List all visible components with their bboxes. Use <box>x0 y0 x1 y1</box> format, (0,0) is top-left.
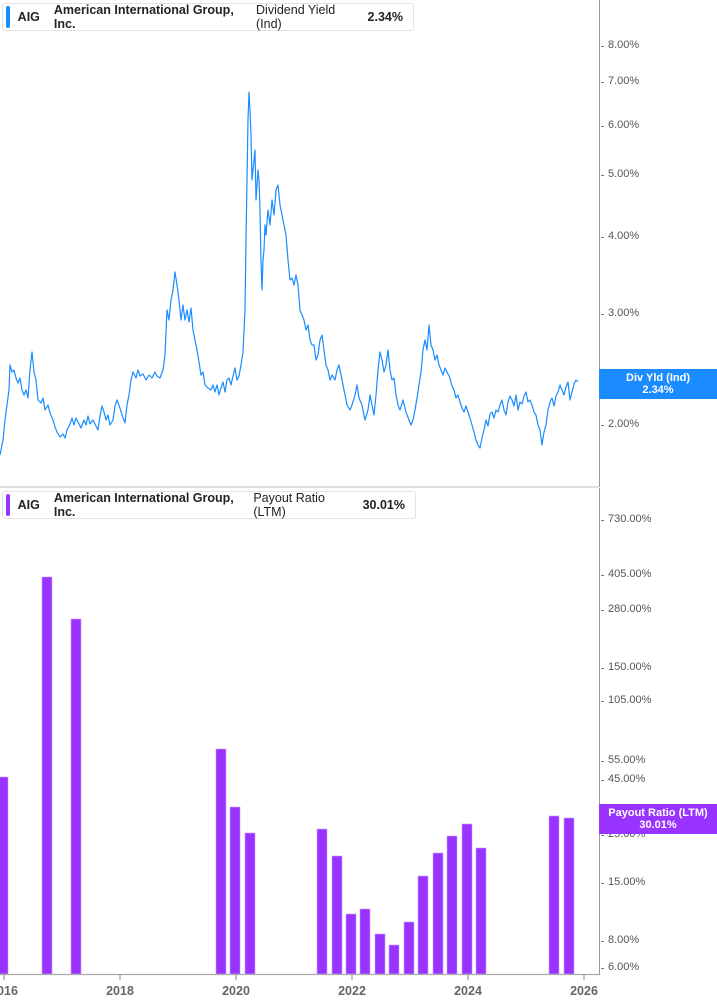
badge-value: 2.34% <box>642 384 674 396</box>
metric-value: 30.01% <box>362 498 405 512</box>
badge-label: Payout Ratio (LTM) <box>608 807 708 819</box>
bar <box>563 817 575 975</box>
y-tick-label: 8.00% <box>600 39 640 51</box>
y-tick-label: 150.00% <box>600 661 652 673</box>
bar <box>475 847 487 975</box>
y-tick-label: 8.00% <box>600 934 640 946</box>
bar <box>403 921 415 975</box>
bar <box>345 913 357 975</box>
x-tick-label: 2018 <box>106 984 134 998</box>
metric-label: Payout Ratio (LTM) <box>253 491 325 519</box>
dividend-yield-legend[interactable]: AIG American International Group, Inc. D… <box>2 3 414 31</box>
y-tick-label: 280.00% <box>600 603 652 615</box>
y-tick-label: 405.00% <box>600 568 652 580</box>
panel-divider <box>0 486 599 488</box>
dividend-yield-line-chart <box>0 91 579 456</box>
y-tick-label: 730.00% <box>600 513 652 525</box>
metric-label: Dividend Yield (Ind) <box>256 3 336 31</box>
current-value-badge: Payout Ratio (LTM) 30.01% <box>599 804 717 834</box>
bar <box>244 832 256 975</box>
payout-ratio-legend[interactable]: AIG American International Group, Inc. P… <box>2 491 416 519</box>
badge-label: Div Yld (Ind) <box>626 372 690 384</box>
bar <box>70 618 82 975</box>
bar <box>41 576 53 975</box>
bar <box>331 855 343 975</box>
company-name: American International Group, Inc. <box>53 3 234 31</box>
y-tick-label: 7.00% <box>600 75 640 87</box>
bar <box>417 875 429 975</box>
bar <box>432 852 444 975</box>
y-axis-line-bottom <box>599 488 600 975</box>
metric-value: 2.34% <box>367 10 403 24</box>
bar <box>374 933 386 975</box>
series-color-marker <box>6 494 10 516</box>
dividend-yield-line <box>0 91 579 456</box>
x-tick-label: 2020 <box>222 984 250 998</box>
bar <box>388 944 400 975</box>
y-tick-label: 3.00% <box>600 307 640 319</box>
y-axis-line-top <box>599 0 600 487</box>
bar <box>229 806 241 975</box>
y-tick-label: 105.00% <box>600 694 652 706</box>
company-name: American International Group, Inc. <box>53 491 234 519</box>
bar <box>0 776 9 975</box>
y-tick-label: 2.00% <box>600 418 640 430</box>
bar <box>548 815 560 975</box>
y-tick-label: 6.00% <box>600 119 640 131</box>
bar <box>461 823 473 975</box>
x-tick-label: 2016 <box>0 984 18 998</box>
bar <box>446 835 458 975</box>
badge-value: 30.01% <box>639 819 677 831</box>
bar <box>316 828 328 975</box>
x-tick-label: 2022 <box>338 984 366 998</box>
y-tick-label: 6.00% <box>600 961 640 973</box>
x-tick-label: 2024 <box>454 984 482 998</box>
bar <box>359 908 371 975</box>
y-tick-label: 5.00% <box>600 168 640 180</box>
x-tick-label: 2026 <box>570 984 598 998</box>
ticker-label: AIG <box>17 10 40 24</box>
bar <box>215 748 227 975</box>
y-tick-label: 4.00% <box>600 230 640 242</box>
y-tick-label: 15.00% <box>600 876 646 888</box>
y-tick-label: 55.00% <box>600 754 646 766</box>
ticker-label: AIG <box>17 498 40 512</box>
y-tick-label: 45.00% <box>600 773 646 785</box>
series-color-marker <box>6 6 10 28</box>
current-value-badge: Div Yld (Ind) 2.34% <box>599 369 717 399</box>
